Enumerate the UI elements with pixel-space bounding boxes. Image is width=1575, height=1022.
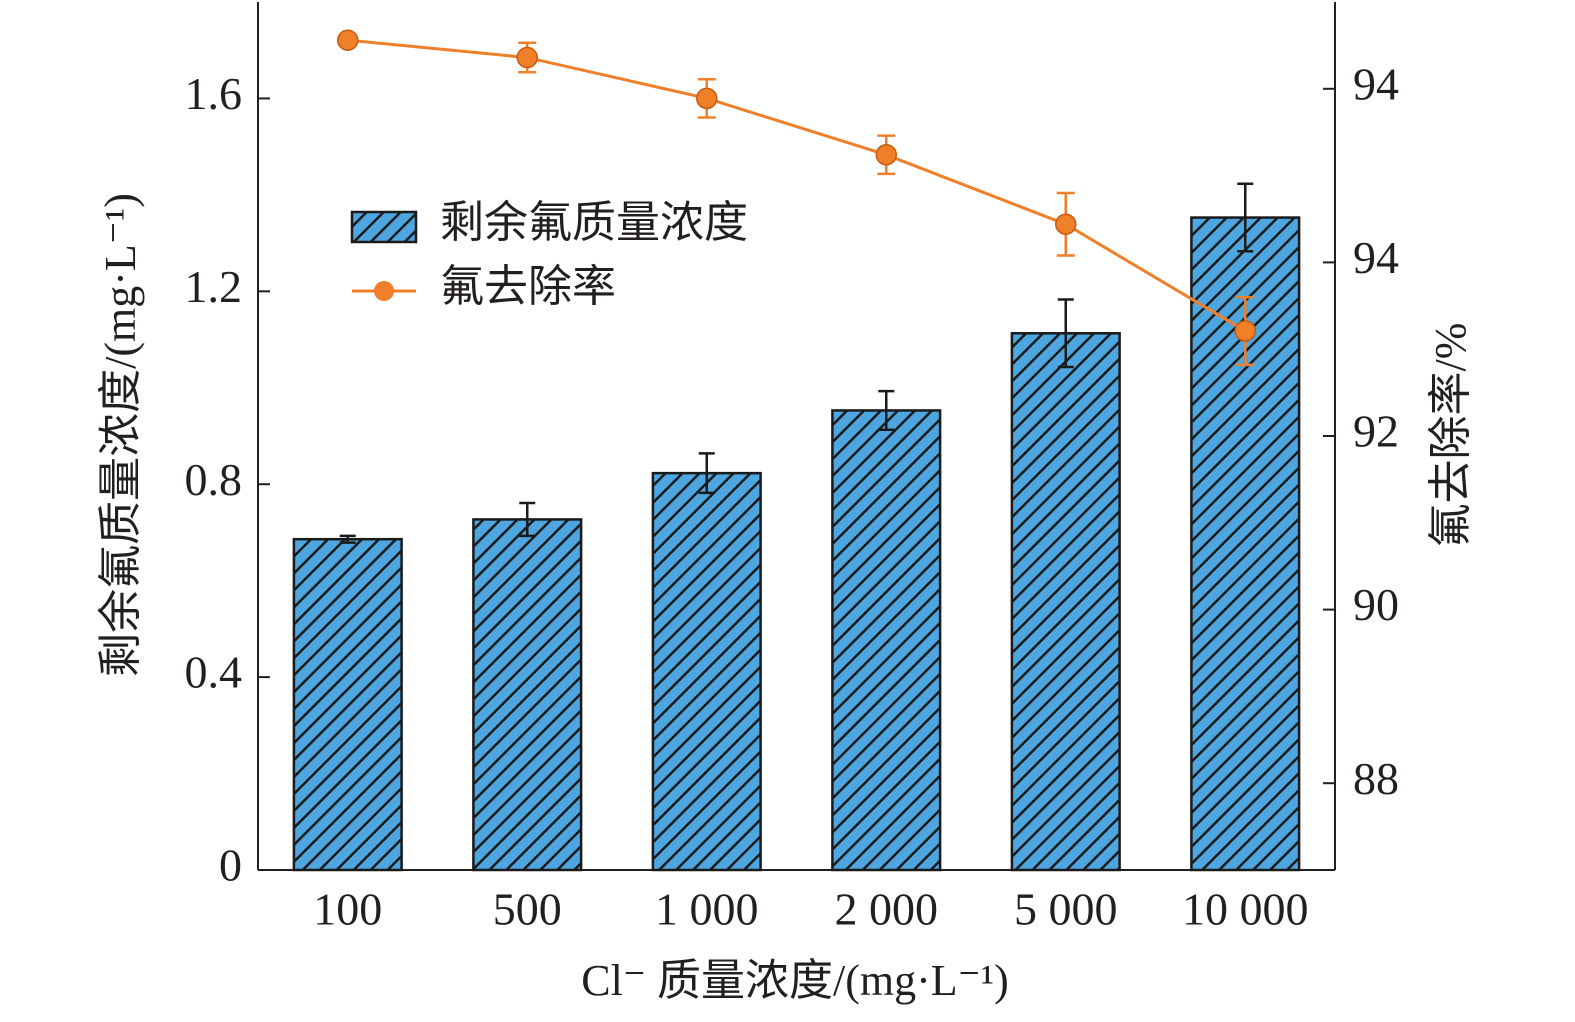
- bar: [831, 409, 942, 872]
- x-tick-label: 500: [493, 884, 562, 935]
- x-tick-label: 2 000: [835, 884, 939, 935]
- y-axis-title: 剩余氟质量浓度/(mg·L⁻¹): [96, 193, 145, 677]
- y2-tick-label: 92: [1353, 406, 1399, 457]
- error-bar: [878, 389, 895, 431]
- y2-tick-label: 90: [1353, 579, 1399, 630]
- error-bar: [519, 501, 536, 538]
- marker: [337, 29, 359, 51]
- x-tick-label: 1 000: [655, 884, 759, 935]
- legend-label: 剩余氟质量浓度: [440, 198, 748, 247]
- marker: [1234, 320, 1256, 342]
- y-tick-label: 1.2: [185, 261, 243, 312]
- y-tick-label: 0: [219, 840, 242, 891]
- plot-area: 0 0.4 0.8 1.2 1.6 88 90 92 94 94 100 500 1 000 2 000 5…: [185, 2, 1399, 935]
- bar: [651, 471, 762, 872]
- error-bar: [698, 452, 715, 495]
- bar: [472, 518, 583, 872]
- marker: [516, 46, 538, 69]
- y-tick-label: 0.4: [185, 647, 243, 698]
- marker: [696, 87, 718, 110]
- y-tick-label: 1.6: [185, 68, 243, 119]
- x-tick-label: 5 000: [1014, 884, 1118, 935]
- bar: [1010, 332, 1121, 872]
- legend-swatch: [350, 210, 418, 244]
- y2-tick-label: 88: [1353, 753, 1399, 804]
- error-bar: [339, 534, 356, 544]
- x-tick-label: 100: [313, 884, 382, 935]
- x-tick-label: 10 000: [1182, 884, 1309, 935]
- y-tick-label: 0.8: [185, 454, 243, 505]
- error-bar: [1237, 182, 1254, 253]
- legend-swatch: [374, 281, 394, 301]
- y2-axis-title: 氟去除率/%: [1426, 323, 1475, 548]
- y2-tick-label: 94: [1353, 58, 1399, 109]
- marker: [875, 144, 897, 166]
- marker: [1055, 213, 1077, 235]
- line: [347, 38, 1247, 333]
- error-bar: [1057, 298, 1074, 369]
- y2-tick-label: 94: [1353, 232, 1399, 283]
- x-axis-title: Cl⁻ 质量浓度/(mg·L⁻¹): [581, 956, 1009, 1005]
- bar: [292, 537, 403, 872]
- legend-label: 氟去除率: [440, 262, 616, 311]
